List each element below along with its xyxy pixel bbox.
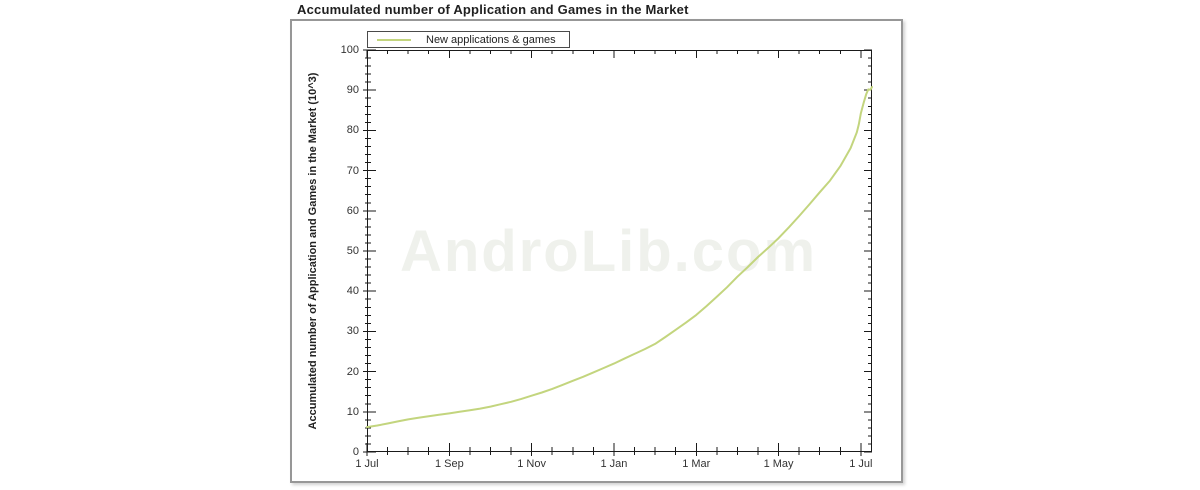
y-tick-label: 40 — [346, 285, 359, 298]
y-tick-label: 10 — [346, 405, 359, 418]
x-tick-label: 1 Jan — [600, 458, 628, 470]
legend-line-icon — [377, 38, 411, 41]
y-tick-label: 80 — [346, 124, 359, 137]
chart-panel: New applications & games Accumulated num… — [290, 19, 903, 483]
y-tick-label: 60 — [346, 204, 359, 217]
x-tick-label: 1 Sep — [434, 458, 464, 470]
y-tick-label: 20 — [346, 365, 359, 378]
plot-area — [363, 49, 873, 456]
legend: New applications & games — [367, 31, 570, 48]
y-tick-label: 100 — [340, 44, 359, 56]
x-tick-label: 1 Mar — [682, 458, 711, 470]
x-tick-label: 1 Jul — [849, 458, 873, 470]
y-tick-label: 30 — [346, 325, 359, 338]
x-tick-label: 1 Jul — [355, 458, 379, 470]
x-tick-label: 1 Nov — [517, 458, 546, 470]
y-tick-label: 90 — [346, 84, 359, 97]
y-tick-label: 70 — [346, 164, 359, 177]
chart-title: Accumulated number of Application and Ga… — [297, 2, 689, 17]
legend-label: New applications & games — [426, 33, 556, 46]
y-tick-label: 0 — [352, 446, 359, 458]
y-tick-label: 50 — [346, 245, 359, 257]
x-tick-label: 1 May — [763, 458, 794, 470]
